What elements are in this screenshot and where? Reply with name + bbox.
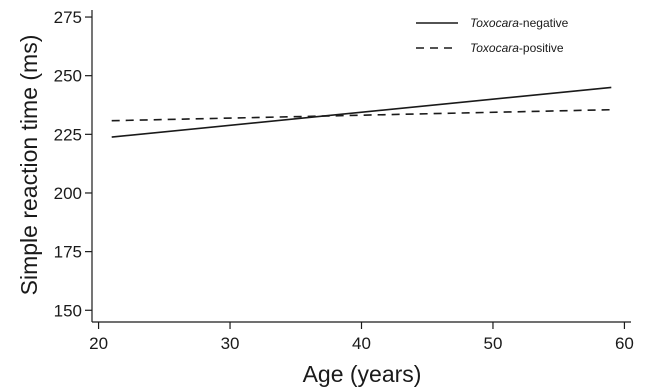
legend-label-negative-italic: Toxocara — [470, 16, 519, 30]
x-tick-label: 20 — [89, 334, 108, 353]
y-tick-label: 175 — [54, 243, 82, 262]
series-line-negative — [111, 86, 612, 138]
x-tick-label: 60 — [615, 334, 634, 353]
y-tick-label: 150 — [54, 301, 82, 320]
x-axis-title: Age (years) — [303, 361, 422, 387]
y-tick-label: 275 — [54, 8, 82, 27]
x-tick-label: 40 — [352, 334, 371, 353]
x-tick-label: 50 — [484, 334, 503, 353]
legend-label-positive: Toxocara-positive — [470, 41, 564, 55]
y-tick-label: 225 — [54, 125, 82, 144]
x-tick-label: 30 — [221, 334, 240, 353]
y-tick-label: 250 — [54, 67, 82, 86]
series-line-positive — [111, 108, 612, 122]
y-axis-title: Simple reaction time (ms) — [16, 35, 42, 296]
legend-label-positive-rest: -positive — [519, 41, 564, 55]
plot-area: 150 175 200 225 250 275 20 30 40 50 60 — [54, 8, 634, 353]
legend-label-negative-rest: -negative — [519, 16, 569, 30]
legend: Toxocara-negative Toxocara-positive — [416, 16, 569, 55]
legend-label-positive-italic: Toxocara — [470, 41, 519, 55]
y-tick-label: 200 — [54, 184, 82, 203]
legend-label-negative: Toxocara-negative — [470, 16, 569, 30]
